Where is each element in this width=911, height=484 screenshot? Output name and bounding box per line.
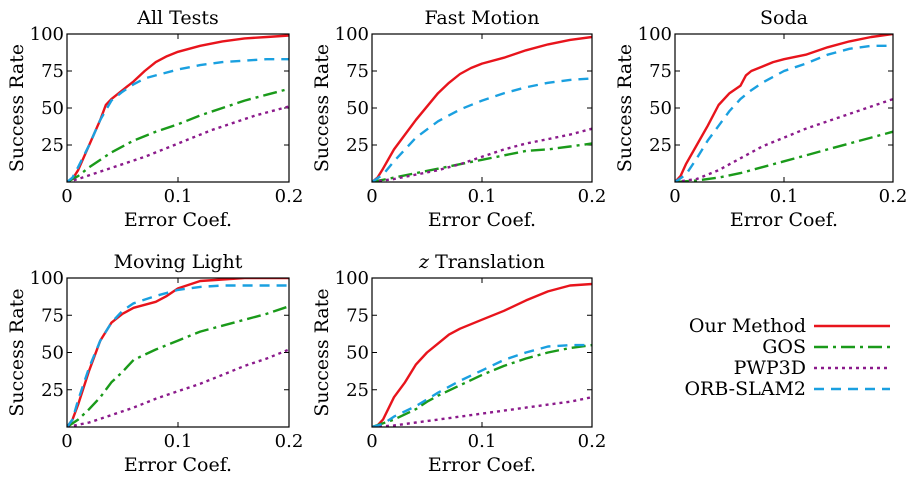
x-axis-label: Error Coef. bbox=[124, 454, 232, 476]
y-tick-label: 75 bbox=[41, 305, 64, 326]
y-tick-label: 75 bbox=[41, 61, 64, 82]
y-tick-label: 75 bbox=[649, 61, 672, 82]
y-tick-label: 75 bbox=[346, 305, 369, 326]
x-tick-label: 0 bbox=[366, 431, 377, 452]
plot-frame bbox=[66, 33, 290, 183]
plot-frame bbox=[371, 277, 593, 428]
chart-title-rest: Translation bbox=[429, 251, 545, 273]
x-tick-label: 0.1 bbox=[164, 186, 193, 207]
x-tick-label: 0.2 bbox=[275, 186, 304, 207]
series-line-our-method bbox=[67, 278, 289, 427]
legend-label: ORB-SLAM2 bbox=[684, 378, 806, 400]
x-tick-label: 0.2 bbox=[275, 431, 304, 452]
y-tick-label: 100 bbox=[30, 24, 64, 45]
chart-panel-2: Soda 25 50 75 100 0 0.1 0.2 Error Coef. Success R… bbox=[614, 7, 907, 231]
y-tick-label: 50 bbox=[346, 343, 369, 364]
y-tick-label: 100 bbox=[638, 24, 672, 45]
chart-title: All Tests bbox=[136, 7, 219, 29]
chart-title-italic: z bbox=[418, 251, 430, 273]
plot-frame bbox=[66, 277, 290, 428]
chart-title: Moving Light bbox=[114, 251, 243, 273]
series-line-pwp3d bbox=[67, 348, 289, 427]
series-line-gos bbox=[67, 87, 289, 182]
legend-label: PWP3D bbox=[734, 357, 806, 379]
x-tick-label: 0.2 bbox=[578, 431, 607, 452]
legend-label: GOS bbox=[762, 336, 806, 358]
x-tick-label: 0.2 bbox=[578, 186, 607, 207]
x-tick-label: 0.2 bbox=[879, 186, 908, 207]
series-line-orb-slam2 bbox=[67, 284, 289, 427]
series-line-orb-slam2 bbox=[675, 44, 893, 182]
y-tick-label: 100 bbox=[335, 268, 369, 289]
series-line-gos bbox=[67, 305, 289, 427]
x-axis-label: Error Coef. bbox=[730, 209, 838, 231]
y-axis-label: Success Rate bbox=[311, 44, 333, 172]
chart-panel-4: z Translation 25 50 75 100 0 0.1 0.2 Error Coef.… bbox=[311, 251, 606, 476]
y-tick-label: 50 bbox=[41, 343, 64, 364]
x-tick-label: 0.1 bbox=[164, 431, 193, 452]
plot-frame bbox=[371, 33, 593, 183]
y-tick-label: 50 bbox=[41, 98, 64, 119]
series-line-our-method bbox=[372, 282, 592, 427]
y-tick-label: 25 bbox=[41, 380, 64, 401]
series-group bbox=[372, 282, 592, 427]
x-axis-label: Error Coef. bbox=[428, 209, 536, 231]
series-line-gos bbox=[372, 343, 592, 427]
series-line-pwp3d bbox=[675, 97, 893, 182]
series-group bbox=[67, 278, 289, 427]
series-line-orb-slam2 bbox=[372, 77, 592, 182]
x-tick-label: 0 bbox=[366, 186, 377, 207]
x-tick-label: 0.1 bbox=[468, 431, 497, 452]
x-tick-label: 0 bbox=[61, 186, 72, 207]
chart-panel-1: Fast Motion 25 50 75 100 0 0.1 0.2 Error Coef. Su… bbox=[311, 7, 606, 231]
plot-frame bbox=[674, 33, 894, 183]
series-line-pwp3d bbox=[372, 127, 592, 182]
y-tick-label: 100 bbox=[30, 268, 64, 289]
series-line-gos bbox=[675, 130, 893, 182]
x-tick-label: 0 bbox=[669, 186, 680, 207]
series-line-orb-slam2 bbox=[372, 343, 592, 427]
y-axis-label: Success Rate bbox=[6, 288, 28, 416]
chart-title: Soda bbox=[760, 7, 808, 29]
series-line-pwp3d bbox=[67, 105, 289, 182]
chart-panel-3: Moving Light 25 50 75 100 0 0.1 0.2 Error Coef. S… bbox=[6, 251, 303, 476]
series-line-our-method bbox=[372, 35, 592, 182]
y-tick-label: 25 bbox=[346, 380, 369, 401]
series-line-pwp3d bbox=[372, 396, 592, 427]
series-group bbox=[675, 34, 893, 182]
y-tick-label: 100 bbox=[335, 24, 369, 45]
y-tick-label: 50 bbox=[649, 98, 672, 119]
y-axis-label: Success Rate bbox=[6, 44, 28, 172]
series-group bbox=[372, 35, 592, 182]
y-axis-label: Success Rate bbox=[614, 44, 636, 172]
y-tick-label: 25 bbox=[346, 135, 369, 156]
chart-title: Fast Motion bbox=[425, 7, 540, 29]
chart-title: z Translation bbox=[418, 251, 545, 273]
y-tick-label: 50 bbox=[346, 98, 369, 119]
series-line-gos bbox=[372, 142, 592, 182]
x-tick-label: 0 bbox=[61, 431, 72, 452]
series-line-orb-slam2 bbox=[67, 58, 289, 182]
y-tick-label: 25 bbox=[41, 135, 64, 156]
x-axis-label: Error Coef. bbox=[124, 209, 232, 231]
y-tick-label: 75 bbox=[346, 61, 369, 82]
legend-label: Our Method bbox=[689, 315, 806, 337]
series-line-our-method bbox=[675, 34, 893, 182]
x-tick-label: 0.1 bbox=[468, 186, 497, 207]
x-axis-label: Error Coef. bbox=[428, 454, 536, 476]
chart-panel-0: All Tests 25 50 75 100 0 0.1 0.2 Error Coef. Succ… bbox=[6, 7, 303, 231]
y-axis-label: Success Rate bbox=[311, 288, 333, 416]
y-tick-label: 25 bbox=[649, 135, 672, 156]
series-group bbox=[67, 34, 289, 182]
x-tick-label: 0.1 bbox=[770, 186, 799, 207]
